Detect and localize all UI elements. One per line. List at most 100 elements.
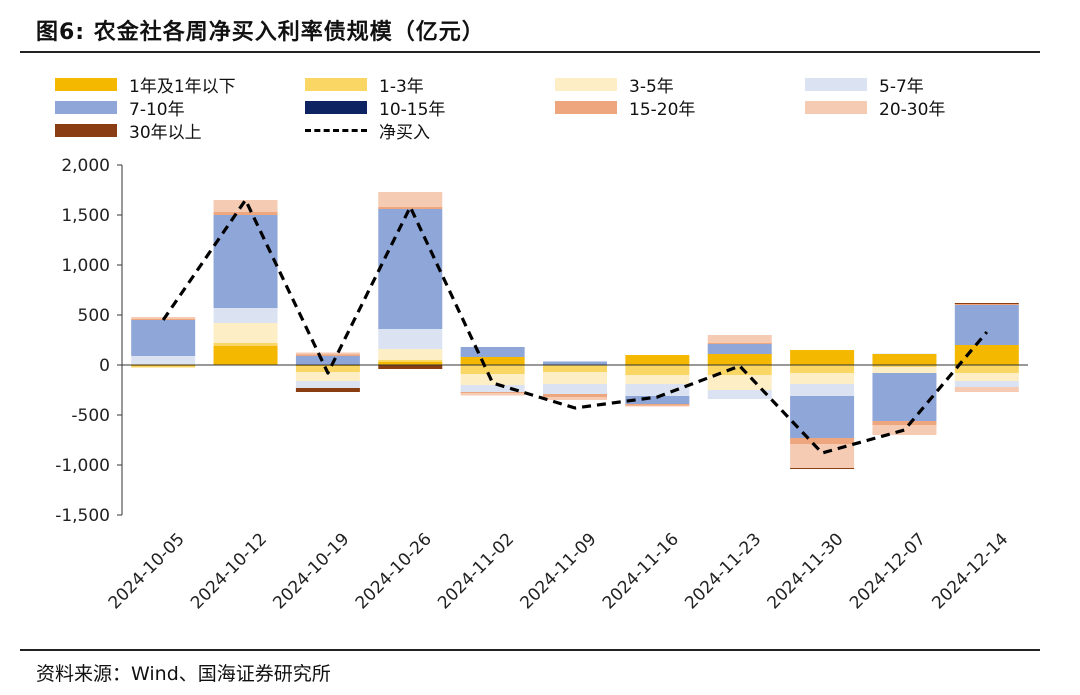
legend-label: 1年及1年以下: [129, 77, 236, 97]
bar-segment-y7to10: [131, 320, 196, 356]
y-tick-label: -1,500: [55, 506, 110, 526]
bar-segment-y5to7: [543, 384, 607, 394]
bar-segment-y1to3: [295, 366, 360, 372]
bar-segment-y1under: [707, 354, 772, 365]
x-tick-label: 2024-11-30: [764, 529, 848, 613]
bar-segment-y30plus: [295, 388, 360, 392]
chart-legend: 1年及1年以下 1-3年 3-5年 5-7年 7-10年 10-15年 15-2…: [55, 72, 1055, 143]
y-tick-label: -1,000: [55, 456, 110, 476]
bar-segment-y15to20: [872, 421, 937, 425]
net-buy-line: [161, 198, 989, 455]
bar-segment-y7to10: [954, 305, 1019, 345]
bar-segment-y3to5: [707, 375, 772, 390]
y-tick-label: 500: [78, 306, 110, 326]
legend-item-3-5y: 3-5年: [555, 72, 674, 97]
bar-segment-y1under: [954, 345, 1019, 365]
legend-item-20-30y: 20-30年: [805, 95, 945, 120]
bar-segment-y5to7: [625, 384, 690, 396]
bar-segment-y20to30: [543, 397, 607, 400]
bar-segment-y15to20: [378, 207, 443, 209]
bar-segment-y1to3: [872, 365, 937, 367]
x-tick-label: 2024-11-23: [681, 529, 765, 613]
chart-title: 图6: 农金社各周净买入利率债规模（亿元）: [36, 20, 485, 45]
bar-segment-y3to5: [378, 349, 443, 360]
legend-item-7-10y: 7-10年: [55, 95, 185, 120]
bar-segment-y5to7: [954, 381, 1019, 387]
legend-label: 1-3年: [379, 77, 424, 97]
bar-segment-y30plus: [790, 468, 855, 469]
bar-segment-y15to20: [790, 438, 855, 444]
bar-segment-y20to30: [707, 335, 772, 343]
bar-segment-y15to20: [295, 354, 360, 356]
bar-segment-y3to5: [790, 373, 855, 384]
legend-swatch-5-7y: [805, 78, 867, 91]
bar-segment-y5to7: [707, 390, 772, 399]
bar-segment-y5to7: [213, 308, 278, 323]
x-tick-label: 2024-10-12: [187, 529, 271, 613]
bar-segment-y1to3: [460, 365, 525, 374]
legend-item-30y-plus: 30年以上: [55, 118, 202, 143]
bar-segment-y1to3: [790, 365, 855, 373]
bar-segment-y15to20: [543, 394, 607, 397]
bar-segment-y3to5: [295, 372, 360, 381]
bar-segment-y20to30: [213, 200, 278, 212]
y-tick-label: 1,500: [61, 206, 110, 226]
source-note: 资料来源：Wind、国海证券研究所: [36, 663, 331, 685]
bar-segment-y1to3: [707, 365, 772, 375]
legend-swatch-3-5y: [555, 78, 617, 91]
legend-item-1-3y: 1-3年: [305, 72, 424, 97]
legend-swatch-15-20y: [555, 101, 617, 114]
bar-segment-y3to5: [543, 372, 607, 384]
bar-segment-y7to10: [378, 209, 443, 329]
y-tick-label: 1,000: [61, 256, 110, 276]
x-tick-label: 2024-12-14: [928, 529, 1012, 613]
legend-swatch-10-15y: [305, 101, 367, 114]
legend-label: 15-20年: [629, 100, 696, 120]
legend-label: 7-10年: [129, 100, 185, 120]
bar-segment-y7to10: [213, 215, 278, 308]
bar-segment-y20to30: [378, 192, 443, 207]
legend-item-10-15y: 10-15年: [305, 95, 445, 120]
legend-label: 20-30年: [879, 100, 946, 120]
legend-item-15-20y: 15-20年: [555, 95, 695, 120]
bar-segment-y15to20: [707, 343, 772, 344]
x-tick-label: 2024-12-07: [846, 529, 930, 613]
bar-segment-y7to10: [625, 396, 690, 404]
source-divider: [20, 649, 1040, 651]
legend-label: 10-15年: [379, 100, 446, 120]
bar-segment-y7to10: [790, 396, 855, 438]
bar-segment-y3to5: [872, 367, 937, 373]
y-tick-label: -500: [71, 406, 110, 426]
legend-label: 5-7年: [879, 77, 924, 97]
x-tick-label: 2024-11-02: [434, 529, 518, 613]
bar-segment-y20to30: [872, 425, 937, 435]
bar-segment-y1under: [378, 362, 443, 365]
x-tick-label: 2024-10-26: [352, 529, 436, 613]
title-divider: [20, 51, 1040, 53]
legend-item-5-7y: 5-7年: [805, 72, 924, 97]
bar-segment-y5to7: [460, 385, 525, 392]
x-tick-label: 2024-10-19: [269, 529, 353, 613]
x-tick-label: 2024-11-09: [517, 529, 601, 613]
bar-segment-y20to30: [460, 393, 525, 396]
x-tick-label: 2024-10-05: [105, 529, 189, 613]
legend-label: 3-5年: [629, 77, 674, 97]
bar-segment-y1to3: [213, 343, 278, 346]
bar-segment-y1under: [213, 346, 278, 365]
legend-swatch-30y-plus: [55, 124, 117, 137]
bar-segment-y5to7: [378, 329, 443, 349]
bar-segment-y20to30: [954, 387, 1019, 392]
bar-segment-y30plus: [954, 303, 1019, 304]
bar-segment-y5to7: [295, 381, 360, 388]
bar-segment-y15to20: [213, 212, 278, 215]
bar-segment-y1to3: [543, 365, 607, 372]
legend-item-net-buy: 净买入: [305, 118, 430, 143]
y-tick-label: 0: [99, 356, 110, 376]
bar-segment-y3to5: [954, 373, 1019, 381]
bar-segment-y3to5: [213, 323, 278, 343]
x-tick-label: 2024-11-16: [599, 529, 683, 613]
legend-label: 净买入: [379, 123, 430, 143]
bar-segment-y5to7: [131, 356, 196, 364]
y-tick-label: 2,000: [61, 156, 110, 176]
bar-segment-y5to7: [790, 384, 855, 396]
